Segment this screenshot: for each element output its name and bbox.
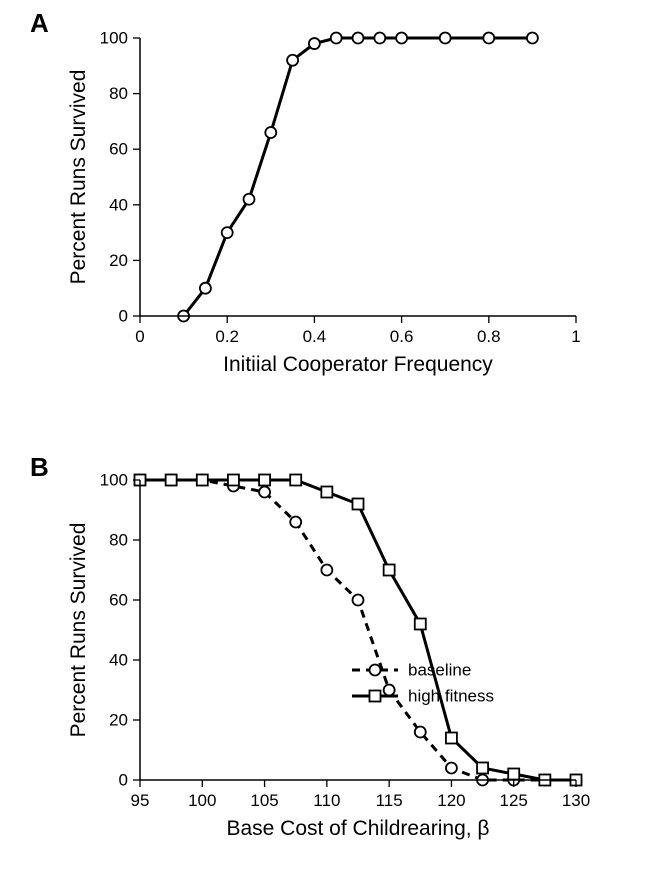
marker-survival: [287, 55, 298, 66]
x-tick-label: 115: [376, 791, 403, 810]
x-axis-label: Base Cost of Childrearing, β: [226, 817, 489, 840]
y-tick-label: 20: [109, 251, 128, 270]
panel-b-label: B: [30, 452, 49, 483]
x-tick-label: 125: [500, 791, 528, 810]
x-tick-label: 120: [437, 791, 465, 810]
marker-baseline: [446, 763, 457, 774]
marker-survival: [331, 33, 342, 44]
x-tick-label: 0.8: [477, 327, 501, 346]
x-tick-label: 100: [188, 791, 216, 810]
marker-survival: [200, 283, 211, 294]
panel-b-chart: 95 100 105 110 115 120 125 130 0 20 40 60 80 100 Base …: [52, 462, 612, 862]
x-tick-label: 105: [250, 791, 278, 810]
y-tick-label: 60: [109, 591, 128, 610]
marker-high-fitness: [166, 475, 177, 486]
y-tick-label: 40: [109, 651, 128, 670]
panel-a-label: A: [30, 8, 49, 39]
marker-high-fitness: [446, 733, 457, 744]
marker-survival: [440, 33, 451, 44]
marker-high-fitness: [477, 763, 488, 774]
legend-label-high-fitness: high fitness: [408, 687, 494, 706]
y-axis-label: Percent Runs Survived: [67, 523, 90, 738]
marker-survival: [396, 33, 407, 44]
x-tick-label: 0.6: [390, 327, 414, 346]
series-line-survival: [184, 38, 533, 316]
legend-marker-baseline: [370, 665, 381, 676]
marker-high-fitness: [384, 565, 395, 576]
marker-survival: [309, 38, 320, 49]
marker-baseline: [415, 727, 426, 738]
legend-label-baseline: baseline: [408, 661, 471, 680]
marker-survival: [265, 127, 276, 138]
marker-baseline: [259, 487, 270, 498]
marker-baseline: [321, 565, 332, 576]
marker-survival: [222, 227, 233, 238]
y-tick-label: 60: [109, 140, 128, 159]
marker-high-fitness: [197, 475, 208, 486]
marker-high-fitness: [259, 475, 270, 486]
marker-high-fitness: [415, 619, 426, 630]
axes: [140, 480, 576, 780]
y-tick-label: 0: [119, 771, 128, 790]
y-tick-label: 80: [109, 531, 128, 550]
x-tick-label: 1: [571, 327, 580, 346]
marker-survival: [244, 194, 255, 205]
x-tick-label: 130: [562, 791, 590, 810]
marker-survival: [353, 33, 364, 44]
y-tick-label: 40: [109, 195, 128, 214]
marker-survival: [483, 33, 494, 44]
x-axis-label: Initiial Cooperator Frequency: [223, 353, 493, 376]
y-tick-label: 20: [109, 711, 128, 730]
legend-marker-high-fitness: [370, 691, 381, 702]
marker-high-fitness: [228, 475, 239, 486]
axes: [140, 38, 576, 316]
x-tick-label: 0.2: [215, 327, 239, 346]
marker-high-fitness: [508, 769, 519, 780]
series-line-high-fitness: [140, 480, 576, 780]
x-tick-label: 0: [135, 327, 144, 346]
x-tick-label: 110: [313, 791, 340, 810]
marker-high-fitness: [321, 487, 332, 498]
marker-high-fitness: [353, 499, 364, 510]
marker-high-fitness: [290, 475, 301, 486]
x-tick-label: 0.4: [303, 327, 327, 346]
marker-baseline: [384, 685, 395, 696]
y-tick-label: 80: [109, 84, 128, 103]
marker-baseline: [353, 595, 364, 606]
y-tick-label: 0: [119, 307, 128, 326]
marker-baseline: [290, 517, 301, 528]
y-axis-label: Percent Runs Survived: [67, 70, 90, 285]
x-tick-label: 95: [131, 791, 150, 810]
marker-survival: [374, 33, 385, 44]
y-tick-label: 100: [100, 471, 128, 490]
marker-survival: [527, 33, 538, 44]
series-line-baseline: [140, 480, 576, 780]
y-tick-label: 100: [100, 29, 128, 48]
panel-a-chart: 0 0.2 0.4 0.6 0.8 1 0 20 40 60 80 100 Initiial Coope…: [52, 20, 612, 390]
